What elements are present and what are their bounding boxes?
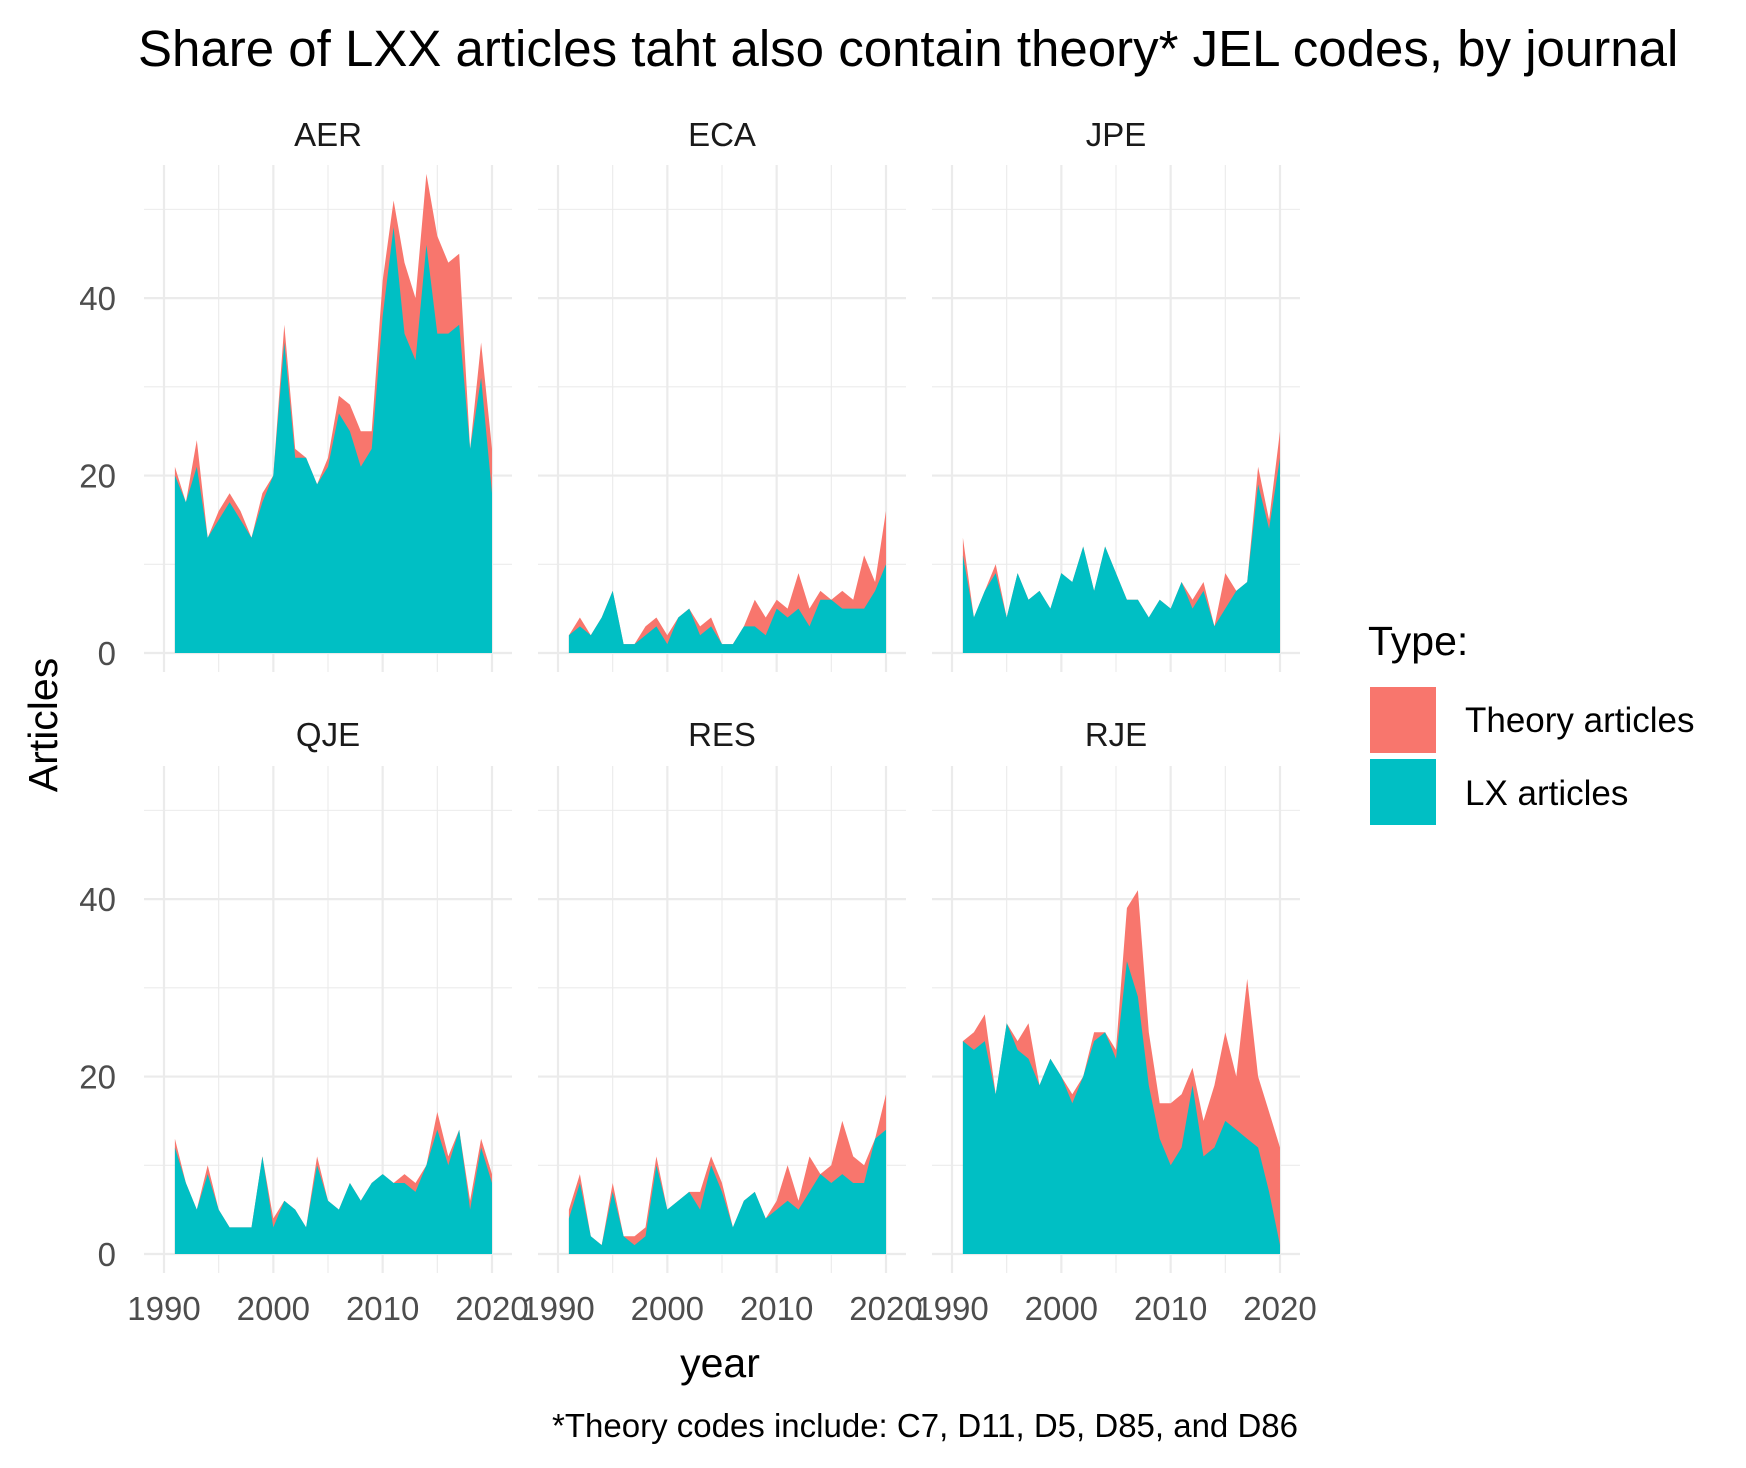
strip-label-jpe: JPE — [1086, 116, 1147, 153]
chart-caption: *Theory codes include: C7, D11, D5, D85,… — [552, 1407, 1298, 1444]
panel-qje: QJE 0 20 40 1990 2000 2010 2020 — [79, 716, 528, 1327]
area-qje-lx — [174, 1129, 492, 1254]
x-tick-label: 2010 — [1134, 1290, 1207, 1327]
y-tick-label: 0 — [98, 635, 116, 672]
x-tick-label: 1990 — [127, 1290, 200, 1327]
strip-label-rje: RJE — [1085, 716, 1147, 753]
y-tick-label: 0 — [98, 1236, 116, 1273]
y-tick-label: 20 — [79, 1059, 116, 1096]
x-tick-label: 2020 — [1243, 1290, 1316, 1327]
x-tick-label: 2000 — [237, 1290, 310, 1327]
area-res-lx — [568, 1129, 886, 1254]
area-eca-lx — [568, 564, 886, 653]
legend-label-theory: Theory articles — [1465, 701, 1695, 740]
area-rje-lx — [962, 961, 1280, 1254]
x-tick-label: 2010 — [346, 1290, 419, 1327]
x-tick-label: 2020 — [849, 1290, 922, 1327]
legend: Type: Theory articles LX articles — [1368, 618, 1695, 825]
x-tick-label: 2000 — [1025, 1290, 1098, 1327]
x-tick-label: 1990 — [915, 1290, 988, 1327]
panel-res: RES 1990 2000 2010 2020 — [521, 716, 922, 1327]
legend-label-lx: LX articles — [1465, 774, 1628, 813]
panel-rje: RJE 1990 2000 2010 2020 — [915, 716, 1316, 1327]
panel-aer: AER 0 20 40 — [79, 116, 512, 672]
legend-title: Type: — [1368, 618, 1468, 664]
strip-label-eca: ECA — [688, 116, 756, 153]
area-jpe-lx — [962, 457, 1280, 653]
strip-label-aer: AER — [294, 116, 362, 153]
y-tick-label: 40 — [79, 881, 116, 918]
legend-swatch-theory — [1370, 687, 1436, 753]
x-tick-label: 2000 — [631, 1290, 704, 1327]
area-aer-lx — [174, 227, 492, 653]
chart-title: Share of LXX articles taht also contain … — [138, 20, 1678, 77]
x-axis-title: year — [680, 1340, 760, 1386]
y-axis-title: Articles — [20, 658, 66, 792]
panel-eca: ECA — [538, 116, 906, 672]
legend-swatch-lx — [1370, 759, 1436, 825]
x-tick-label: 2010 — [740, 1290, 813, 1327]
x-tick-label: 1990 — [521, 1290, 594, 1327]
strip-label-res: RES — [688, 716, 756, 753]
y-tick-label: 20 — [79, 458, 116, 495]
strip-label-qje: QJE — [296, 716, 360, 753]
x-tick-label: 2020 — [455, 1290, 528, 1327]
y-tick-label: 40 — [79, 280, 116, 317]
area-eca-theory — [568, 511, 886, 653]
panel-jpe: JPE — [932, 116, 1300, 672]
